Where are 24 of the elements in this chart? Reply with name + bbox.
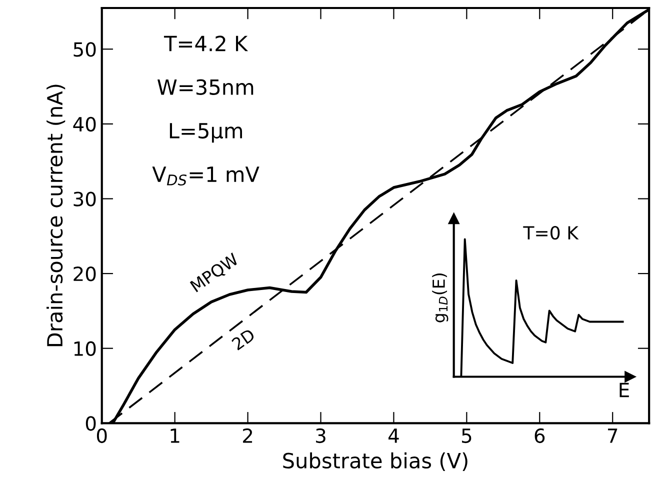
annotation: T=4.2 K	[164, 36, 248, 52]
y-tick-label: 10	[74, 341, 96, 356]
y-tick-label: 50	[74, 42, 96, 57]
text: 2D	[231, 328, 256, 350]
x-axis-title: E	[620, 382, 629, 398]
x-tick-label: 0	[96, 428, 107, 444]
x-tick-label: 3	[316, 428, 326, 444]
annotation: V$_{DS}$=1 mV	[152, 166, 260, 186]
y-axis-title: g$_{1D}$(E)	[432, 274, 448, 322]
y-tick-label: 0	[86, 416, 96, 431]
y-tick-label: 30	[74, 192, 96, 206]
y-tick-label: 20	[74, 266, 96, 282]
y-axis-title: Drain-source current (nA)	[46, 84, 66, 346]
x-tick-label: 6	[534, 428, 545, 444]
x-tick-label: 2	[243, 428, 252, 443]
annotation: T=0 K	[523, 226, 579, 240]
annotation: W=35nm	[158, 79, 254, 95]
y-tick-label: 40	[73, 116, 96, 132]
x-axis-title: Substrate bias (V)	[283, 452, 468, 471]
x-tick-label: 1	[170, 428, 180, 443]
annotation: L=5μm	[170, 123, 242, 143]
x-tick-label: 4	[388, 428, 399, 443]
x-tick-label: 7	[608, 428, 618, 443]
x-tick-label: 5	[462, 428, 472, 444]
